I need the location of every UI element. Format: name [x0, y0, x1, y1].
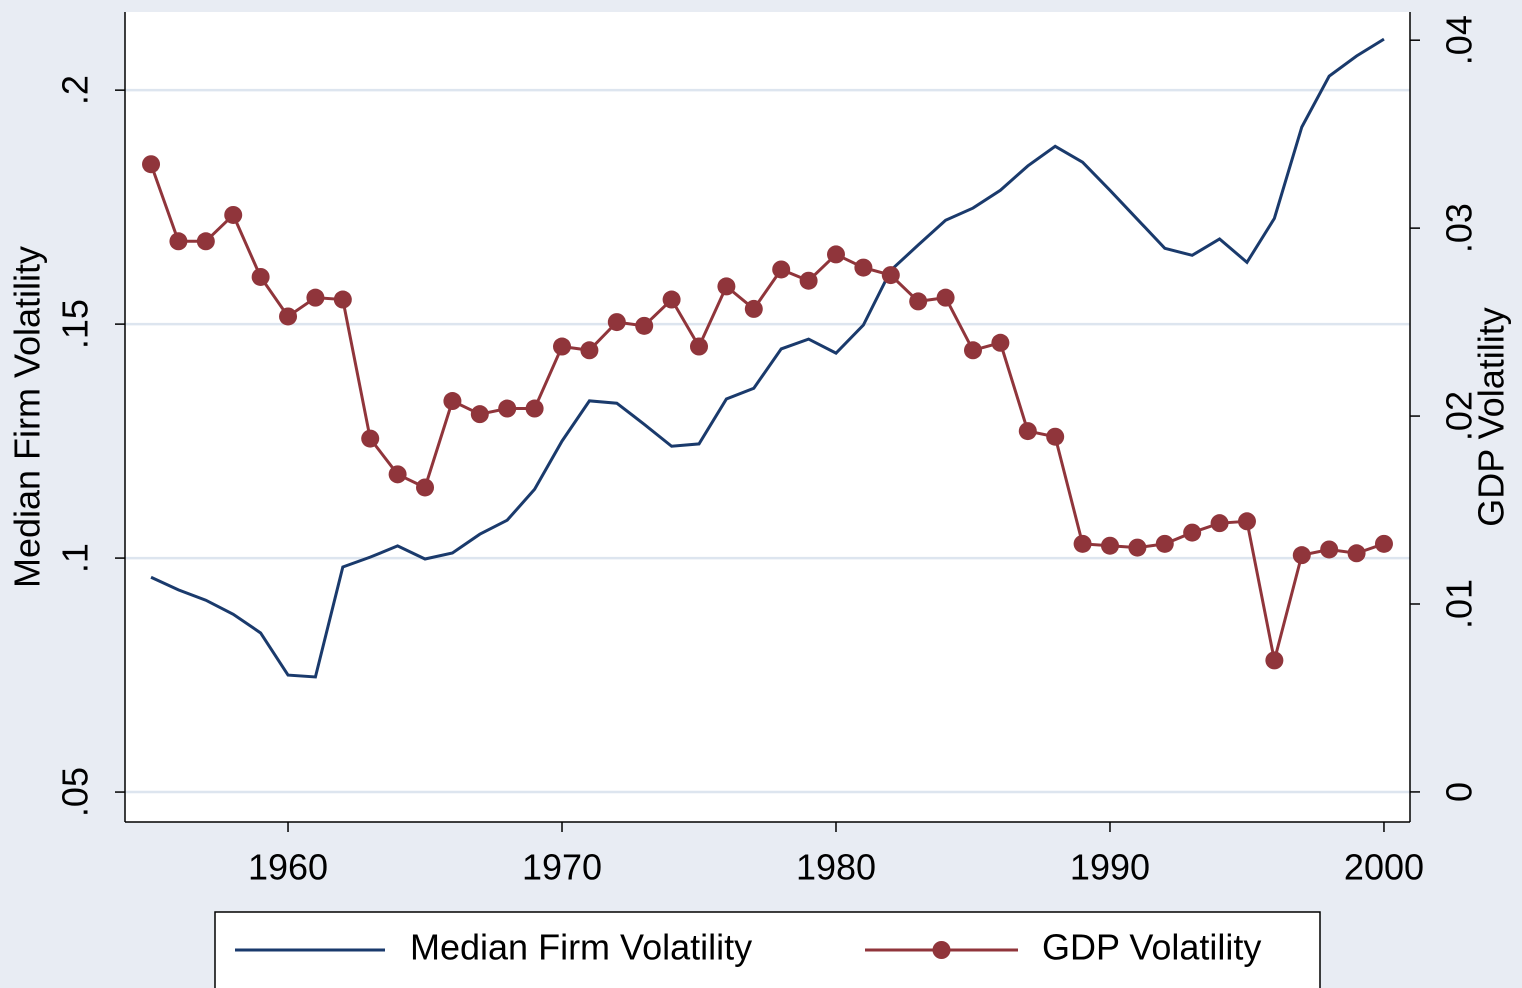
x-tick-label: 1980 [796, 847, 876, 888]
marker [388, 465, 407, 484]
marker [607, 313, 626, 332]
marker [881, 266, 900, 285]
marker [772, 260, 791, 279]
marker [306, 288, 325, 307]
marker [470, 405, 489, 424]
marker [1155, 534, 1174, 553]
y-tick-label: .2 [55, 75, 96, 105]
x-tick-label: 1990 [1070, 847, 1150, 888]
marker [1374, 534, 1393, 553]
marker [142, 155, 161, 174]
legend-label: GDP Volatility [1042, 927, 1261, 968]
plot-area [125, 12, 1410, 822]
y2-axis-label: GDP Volatility [1471, 307, 1512, 526]
marker [717, 277, 736, 296]
marker [498, 399, 517, 418]
marker [1046, 427, 1065, 446]
y-tick-label: .05 [55, 767, 96, 817]
y2-tick-label: .02 [1439, 391, 1480, 441]
marker [1128, 538, 1147, 557]
marker [1320, 540, 1339, 559]
marker [196, 232, 215, 251]
marker [1210, 514, 1229, 533]
marker [744, 299, 763, 318]
y-tick-label: .1 [55, 543, 96, 573]
marker [279, 307, 298, 326]
marker [826, 245, 845, 264]
legend-label: Median Firm Volatility [410, 927, 752, 968]
marker [963, 341, 982, 360]
marker [1292, 546, 1311, 565]
y2-tick-label: .01 [1439, 579, 1480, 629]
marker [909, 292, 928, 311]
marker [169, 232, 188, 251]
marker [690, 337, 709, 356]
marker [662, 290, 681, 309]
marker [936, 288, 955, 307]
marker [991, 333, 1010, 352]
marker [361, 429, 380, 448]
marker [635, 316, 654, 335]
marker [416, 478, 435, 497]
series-line [149, 163, 1385, 661]
marker [1237, 512, 1256, 531]
x-tick-label: 1970 [522, 847, 602, 888]
marker [854, 258, 873, 277]
marker [1073, 534, 1092, 553]
y2-tick-label: .03 [1439, 203, 1480, 253]
marker [525, 399, 544, 418]
marker [443, 392, 462, 411]
series-line [150, 37, 1385, 679]
marker [1347, 544, 1366, 563]
marker [580, 341, 599, 360]
marker [251, 267, 270, 286]
y2-tick-label: 0 [1439, 782, 1480, 802]
y-tick-label: .15 [55, 299, 96, 349]
marker [1018, 422, 1037, 441]
marker [553, 337, 572, 356]
marker [224, 205, 243, 224]
y2-tick-label: .04 [1439, 15, 1480, 65]
marker [1183, 523, 1202, 542]
marker [1100, 536, 1119, 555]
legend-box [214, 911, 1321, 988]
x-tick-label: 2000 [1344, 847, 1424, 888]
marker [1265, 651, 1284, 670]
legend-marker [932, 941, 951, 959]
y-axis-label: Median Firm Volatility [7, 246, 48, 588]
x-tick-label: 1960 [248, 847, 328, 888]
marker [799, 271, 818, 290]
marker [333, 290, 352, 309]
